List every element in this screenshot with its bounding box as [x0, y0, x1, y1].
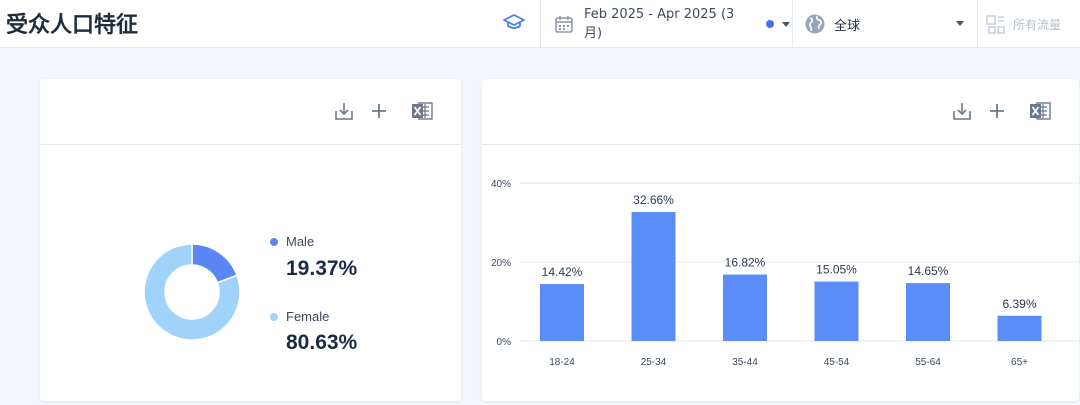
- download-button[interactable]: [950, 99, 974, 123]
- bar-35-44: [723, 274, 767, 341]
- graduation-cap-button[interactable]: [500, 8, 528, 36]
- male-label: Male: [286, 234, 315, 249]
- y-tick-label: 40%: [491, 179, 511, 190]
- card-header: [40, 79, 461, 145]
- x-tick-label: 55-64: [915, 357, 941, 368]
- divider: [540, 0, 541, 48]
- bar-data-label: 32.66%: [633, 193, 674, 207]
- bar-65+: [997, 315, 1042, 341]
- chevron-down-icon: [782, 21, 790, 27]
- plus-icon: [372, 104, 386, 118]
- chevron-down-icon: [956, 21, 964, 26]
- excel-export-button[interactable]: [1028, 99, 1052, 123]
- card-header: [482, 79, 1079, 145]
- bar-data-label: 14.65%: [908, 264, 949, 278]
- bar-18-24: [540, 284, 584, 341]
- bar-45-54: [814, 281, 859, 341]
- calendar-icon: [555, 16, 573, 33]
- male-legend-dot: [270, 238, 278, 246]
- female-legend-dot: [270, 313, 278, 321]
- date-range-label: Feb 2025 - Apr 2025 (3 月): [583, 7, 735, 41]
- bar-data-label: 15.05%: [816, 263, 857, 277]
- age-card: 0% 20% 40% 14.42% 18-24 32.66% 25-34 16.82% 35-4…: [482, 79, 1079, 401]
- male-value: 19.37%: [286, 257, 358, 280]
- bar-data-label: 16.82%: [725, 256, 766, 270]
- x-tick-label: 35-44: [732, 357, 758, 368]
- download-button[interactable]: [332, 99, 356, 123]
- add-button[interactable]: [367, 99, 391, 123]
- add-button[interactable]: [985, 99, 1009, 123]
- status-dot: [766, 20, 774, 28]
- age-bar-chart: 0% 20% 40% 14.42% 18-24 32.66% 25-34 16.82% 35-4…: [491, 179, 1079, 368]
- gender-donut-chart: [143, 243, 241, 341]
- traffic-selector[interactable]: 所有流量: [985, 0, 1080, 48]
- y-tick-label: 0%: [497, 337, 512, 348]
- x-tick-label: 18-24: [549, 357, 575, 368]
- x-tick-label: 65+: [1011, 357, 1028, 368]
- bar-data-label: 6.39%: [1002, 297, 1036, 311]
- donut-slice-male: [191, 243, 238, 284]
- region-selector[interactable]: 全球: [800, 0, 972, 48]
- bar-55-64: [906, 283, 950, 341]
- female-label: Female: [286, 309, 330, 324]
- download-icon: [953, 103, 971, 120]
- excel-icon: [412, 102, 433, 120]
- excel-icon: [1030, 102, 1051, 120]
- date-range-picker[interactable]: Feb 2025 - Apr 2025 (3 月): [548, 0, 790, 48]
- bar-data-label: 14.42%: [542, 265, 583, 279]
- region-label: 全球: [834, 18, 861, 34]
- graduation-cap-icon: [503, 14, 525, 29]
- divider: [792, 0, 793, 48]
- traffic-icon: [986, 15, 1005, 34]
- bar-25-34: [631, 211, 676, 341]
- y-tick-label: 20%: [491, 258, 511, 269]
- traffic-label: 所有流量: [1013, 17, 1062, 32]
- download-icon: [335, 103, 353, 120]
- divider: [977, 0, 978, 48]
- page-title: 受众人口特征: [6, 13, 139, 38]
- plus-icon: [990, 104, 1004, 118]
- globe-icon: [805, 14, 825, 34]
- donut-slice-female: [143, 243, 241, 341]
- x-tick-label: 25-34: [641, 357, 667, 368]
- excel-export-button[interactable]: [410, 99, 434, 123]
- female-value: 80.63%: [286, 331, 358, 354]
- x-tick-label: 45-54: [824, 357, 850, 368]
- gender-card: Male 19.37% Female 80.63%: [40, 79, 461, 401]
- top-bar: 受众人口特征 Feb 2025 - Apr 2025 (3 月): [0, 0, 1080, 48]
